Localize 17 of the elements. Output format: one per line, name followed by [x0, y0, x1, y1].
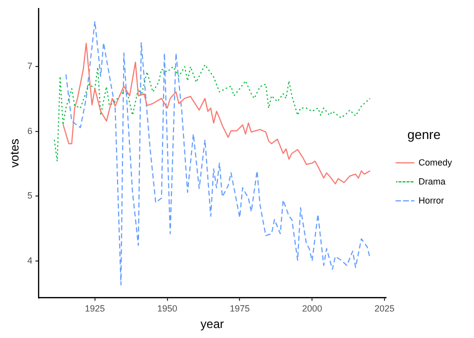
y-axis-title: votes	[8, 138, 22, 168]
x-tick-label: 2000	[302, 304, 322, 314]
x-tick-label: 2025	[374, 304, 395, 314]
y-tick-label: 5	[27, 190, 32, 201]
legend-label: Drama	[418, 176, 446, 186]
legend-title: genre	[407, 126, 441, 142]
y-tick-label: 4	[27, 255, 32, 266]
y-tick-label: 7	[27, 61, 32, 72]
y-tick-label: 6	[27, 126, 32, 136]
x-axis-title: year	[200, 317, 224, 332]
line-series	[54, 64, 371, 162]
x-tick-label: 1950	[157, 304, 178, 314]
line-series	[65, 20, 371, 286]
x-tick-label: 1975	[230, 304, 250, 314]
legend-label: Horror	[418, 195, 444, 206]
x-tick-label: 1925	[84, 304, 105, 314]
legend-label: Comedy	[418, 157, 452, 168]
